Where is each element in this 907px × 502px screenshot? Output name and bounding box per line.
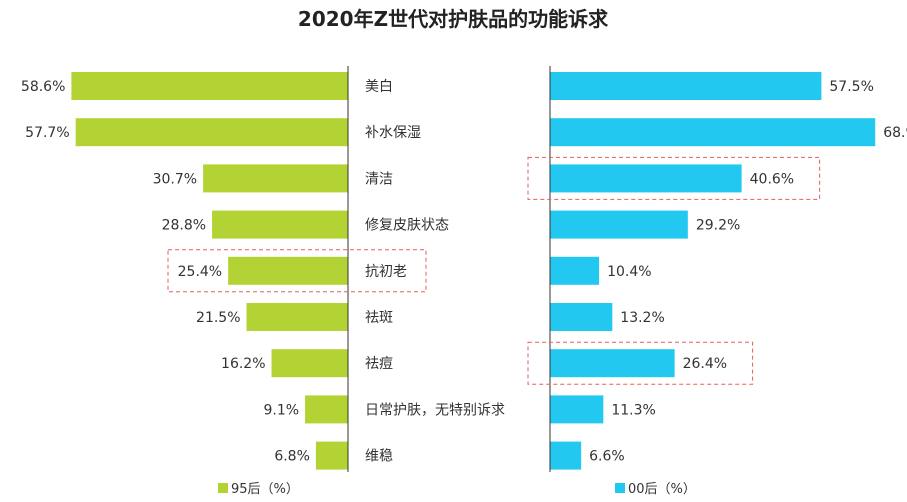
value-label-00-8: 6.6% [589,449,625,465]
value-label-00-5: 13.2% [620,310,664,326]
bar-95-1 [75,118,348,147]
legend-swatch-00 [615,483,625,493]
value-label-00-1: 68.9% [883,125,907,141]
bar-95-5 [246,303,348,331]
value-label-95-1: 57.7% [25,125,69,141]
highlight-box-00-2 [527,156,821,200]
value-label-95-2: 30.7% [153,171,197,187]
left-bar-group: 58.6% 57.7% 30.7% 28.8% 25.4% 21.5% 16.2% 9.1% 6… [21,72,349,470]
bar-95-7 [305,395,348,424]
bar-95-4 [228,256,348,285]
highlight-box-group [167,156,821,385]
value-label-00-2: 40.6% [750,171,794,187]
right-bar-group: 57.5% 68.9% 40.6% 29.2% 10.4% 13.2% 26.4% 11.3%… [550,72,907,470]
axis-line-group [347,66,551,472]
legend-label-00: 00后（%） [628,482,696,497]
value-label-00-3: 29.2% [696,218,740,234]
category-label-1: 补水保湿 [365,125,421,141]
bar-95-2 [203,164,348,193]
bar-00-2 [550,164,742,193]
bar-00-5 [550,303,613,331]
category-label-0: 美白 [365,79,393,95]
category-label-4: 抗初老 [365,263,407,280]
highlight-box-00-6 [527,341,754,385]
category-label-2: 清洁 [365,171,393,187]
legend: 95后（%） 00后（%） [218,482,696,497]
bar-95-0 [71,72,349,100]
value-label-95-7: 9.1% [263,402,299,418]
category-label-5: 祛斑 [365,310,393,326]
category-label-3: 修复皮肤状态 [365,217,449,234]
bar-95-3 [212,210,348,239]
value-label-95-5: 21.5% [196,310,240,326]
legend-swatch-95 [218,483,228,493]
value-label-95-4: 25.4% [178,264,222,280]
legend-label-95: 95后（%） [231,482,299,497]
bar-95-8 [315,441,348,470]
bar-00-3 [550,210,688,239]
bar-00-7 [550,395,604,424]
bar-95-6 [271,349,348,378]
bar-00-6 [550,349,675,378]
category-label-8: 维稳 [365,449,393,465]
value-label-00-4: 10.4% [607,264,651,280]
bar-00-1 [550,118,876,147]
bar-00-4 [550,256,600,285]
value-label-00-7: 11.3% [611,402,655,418]
bar-00-8 [550,441,582,470]
value-label-95-0: 58.6% [21,79,65,95]
highlight-box-95-4 [167,249,427,293]
value-label-00-6: 26.4% [683,356,727,372]
category-label-6: 祛痘 [365,356,393,372]
value-label-95-3: 28.8% [162,218,206,234]
value-label-95-6: 16.2% [221,356,265,372]
bar-00-0 [550,72,822,100]
category-label-7: 日常护肤，无特别诉求 [365,402,505,418]
value-label-95-8: 6.8% [274,449,310,465]
chart-title: 2020年Z世代对护肤品的功能诉求 [298,7,609,31]
value-label-00-0: 57.5% [829,79,873,95]
